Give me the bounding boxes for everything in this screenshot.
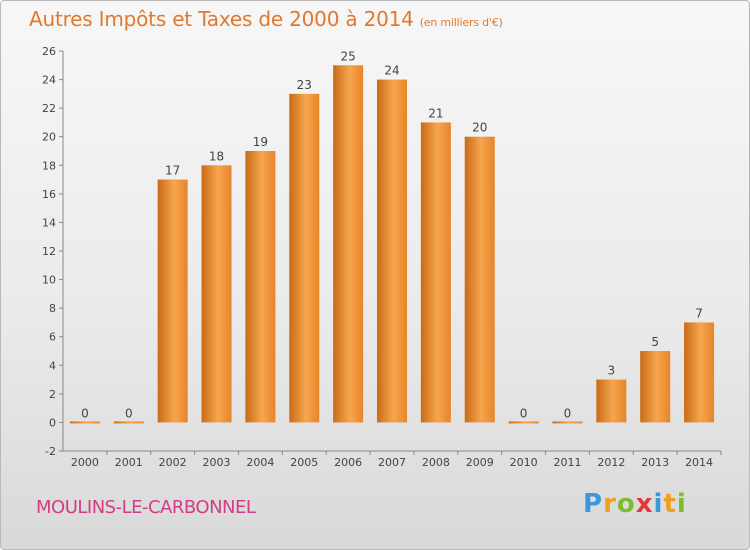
x-tick-label: 2012 [597,456,625,469]
bar [640,351,671,423]
y-tick-label: 8 [49,302,56,315]
bar [508,421,539,424]
chart-data-labels: 0 0 17 18 19 23 25 24 21 20 0 0 3 5 7 [81,49,703,420]
data-label: 0 [520,406,528,420]
logo-letter: x [635,489,654,519]
x-tick-label: 2000 [71,456,99,469]
bar [201,165,232,423]
bar [113,421,144,424]
data-label: 24 [384,64,399,78]
y-tick-label: 16 [42,188,56,201]
x-tick-label: 2003 [203,456,231,469]
data-label: 0 [125,406,133,420]
bar [69,421,100,424]
x-tick-label: 2010 [510,456,538,469]
y-tick-label: 2 [49,388,56,401]
data-label: 0 [564,406,572,420]
bar [245,151,276,423]
x-tick-label: 2002 [159,456,187,469]
y-tick-label: 18 [42,159,56,172]
chart-unit: (en milliers d'€) [419,16,503,29]
logo-letter: t [663,489,677,519]
x-tick-label: 2004 [246,456,274,469]
data-label: 21 [428,106,443,120]
data-label: 5 [651,335,659,349]
logo-letter: P [583,489,604,519]
bar [333,65,364,423]
data-label: 25 [340,49,355,63]
proxiti-logo: Proxiti [583,489,687,519]
y-tick-label: 26 [42,45,56,58]
x-tick-label: 2009 [466,456,494,469]
x-tick-label: 2013 [641,456,669,469]
chart-bars [69,65,715,424]
data-label: 20 [472,121,487,135]
x-tick-label: 2007 [378,456,406,469]
logo-letter: o [616,489,636,519]
bar [377,79,407,423]
y-tick-label: 6 [49,331,56,344]
bar [289,93,320,423]
x-tick-label: 2005 [290,456,318,469]
logo-letter: i [653,489,664,519]
x-tick-label: 2006 [334,456,362,469]
y-tick-label: 12 [42,245,56,258]
y-tick-label: 14 [42,216,56,229]
logo-letter: i [676,489,687,519]
y-tick-label: -2 [45,445,56,458]
y-tick-label: 10 [42,274,56,287]
y-tick-label: 20 [42,131,56,144]
y-tick-label: 22 [42,102,56,115]
data-label: 0 [81,406,89,420]
y-tick-label: 24 [42,74,56,87]
chart-title: Autres Impôts et Taxes de 2000 à 2014 (en… [29,7,503,31]
x-tick-label: 2001 [115,456,143,469]
bar [420,122,451,423]
logo-letter: r [603,489,617,519]
bar [596,379,627,423]
data-label: 3 [608,364,616,378]
bar [684,322,715,423]
data-label: 7 [695,306,703,320]
chart-title-text: Autres Impôts et Taxes de 2000 à 2014 [29,7,414,31]
bar [157,179,188,423]
bar [552,421,583,424]
x-tick-label: 2011 [553,456,581,469]
data-label: 19 [253,135,268,149]
y-tick-label: 0 [49,416,56,429]
bar [464,136,495,423]
data-label: 23 [297,78,312,92]
x-tick-label: 2008 [422,456,450,469]
data-label: 18 [209,149,224,163]
x-tick-label: 2014 [685,456,713,469]
y-tick-label: 4 [49,359,56,372]
commune-name: MOULINS-LE-CARBONNEL [36,497,256,518]
data-label: 17 [165,164,180,178]
